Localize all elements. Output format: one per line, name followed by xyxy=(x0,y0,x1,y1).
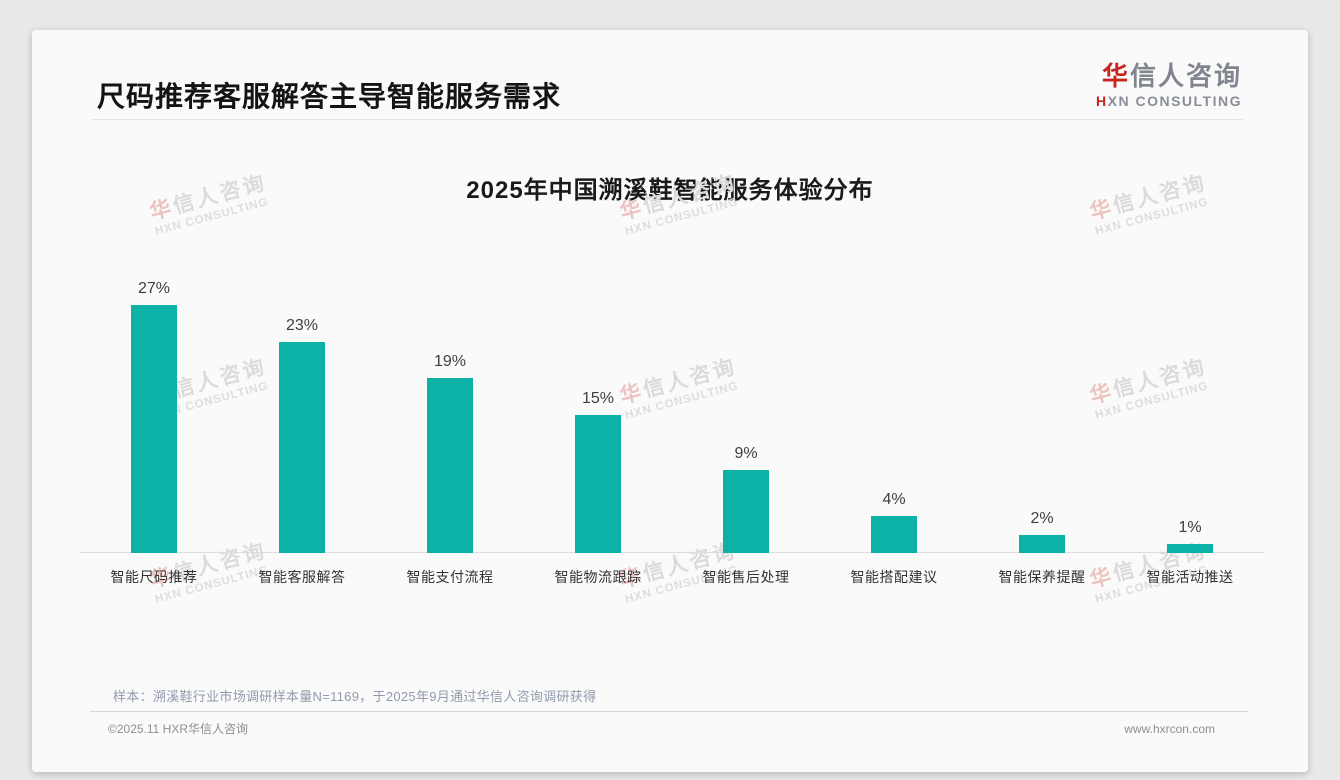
brand-logo-cn-rest: 信人咨询 xyxy=(1129,61,1242,91)
page-title: 尺码推荐客服解答主导智能服务需求 xyxy=(97,81,562,112)
bar xyxy=(1019,535,1065,553)
chart-column: 9% 智能售后处理 xyxy=(672,270,820,585)
brand-logo: 华信人咨询 HXN CONSULTING xyxy=(1096,60,1242,110)
bar xyxy=(279,342,325,553)
category-label: 智能尺码推荐 xyxy=(110,569,198,585)
footer-divider xyxy=(90,711,1248,712)
header-divider xyxy=(92,119,1243,120)
bar-value-label: 4% xyxy=(882,491,906,508)
bar-value-label: 15% xyxy=(581,390,615,407)
report-card: 华信人咨询 HXN CONSULTING 华信人咨询 HXN CONSULTING 华信… xyxy=(32,30,1308,772)
category-label: 智能活动推送 xyxy=(1146,569,1234,585)
bar xyxy=(871,516,917,553)
category-label: 智能保养提醒 xyxy=(998,569,1086,585)
category-label: 智能客服解答 xyxy=(258,569,346,585)
chart-title: 2025年中国溯溪鞋智能服务体验分布 xyxy=(466,177,874,204)
chart-column: 27% 智能尺码推荐 xyxy=(80,270,228,585)
page-footer: ©2025.11 HXR华信人咨询 www.hxrcon.com xyxy=(108,720,1215,737)
chart-column: 4% 智能搭配建议 xyxy=(820,270,968,585)
bar-value-label: 23% xyxy=(285,317,319,334)
category-label: 智能物流跟踪 xyxy=(554,569,642,585)
x-axis-line xyxy=(80,552,1264,553)
brand-logo-chinese: 华信人咨询 xyxy=(1096,60,1242,92)
brand-logo-english: HXN CONSULTING xyxy=(1096,92,1242,110)
chart-column: 23% 智能客服解答 xyxy=(228,270,376,585)
sample-footnote: 样本：溯溪鞋行业市场调研样本量N=1169，于2025年9月通过华信人咨询调研获… xyxy=(113,689,597,704)
bar-value-label: 2% xyxy=(1030,510,1054,527)
bar xyxy=(723,470,769,553)
bar-value-label: 19% xyxy=(433,353,467,370)
brand-logo-cn-accent: 华 xyxy=(1101,61,1130,91)
bar-value-label: 27% xyxy=(137,280,171,297)
category-label: 智能支付流程 xyxy=(406,569,494,585)
bar xyxy=(427,378,473,553)
website-url: www.hxrcon.com xyxy=(1124,721,1215,736)
brand-logo-en-accent: H xyxy=(1096,93,1108,109)
bar xyxy=(575,415,621,553)
category-label: 智能售后处理 xyxy=(702,569,790,585)
bar-value-label: 9% xyxy=(734,445,758,462)
bar xyxy=(131,305,177,553)
chart-column: 1% 智能活动推送 xyxy=(1116,270,1264,585)
chart-column: 19% 智能支付流程 xyxy=(376,270,524,585)
chart-column: 15% 智能物流跟踪 xyxy=(524,270,672,585)
bar-chart: 27% 智能尺码推荐 23% 智能客服解答 19% 智能支付流程 15% 智能物流跟踪 9% 智能… xyxy=(80,270,1264,585)
category-label: 智能搭配建议 xyxy=(850,569,938,585)
copyright-text: ©2025.11 HXR华信人咨询 xyxy=(108,722,248,736)
chart-column: 2% 智能保养提醒 xyxy=(968,270,1116,585)
bar xyxy=(1167,544,1213,553)
bar-value-label: 1% xyxy=(1178,519,1202,536)
brand-logo-en-rest: XN CONSULTING xyxy=(1107,93,1242,109)
